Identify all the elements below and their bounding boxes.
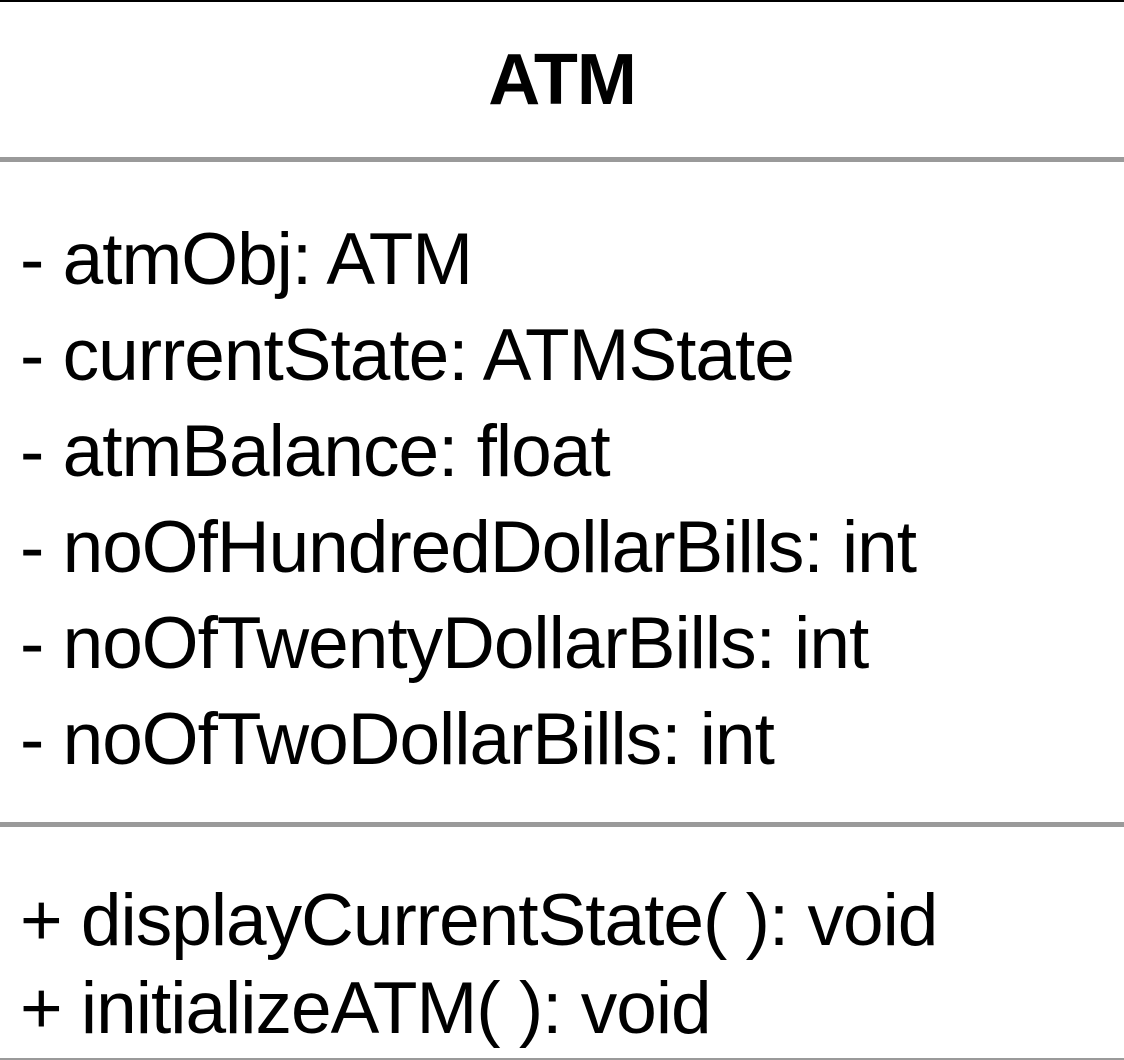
- attributes-divider: [0, 157, 1124, 162]
- operations-compartment: + displayCurrentState( ): void + initial…: [20, 877, 938, 1053]
- attribute-current-state: - currentState: ATMState: [20, 315, 795, 396]
- attributes-compartment: - atmObj: ATM - currentState: ATMState -…: [20, 212, 917, 788]
- attribute-no-of-twenty-dollar-bills: - noOfTwentyDollarBills: int: [20, 603, 869, 684]
- attribute-no-of-hundred-dollar-bills: - noOfHundredDollarBills: int: [20, 507, 917, 588]
- operation-display-current-state: + displayCurrentState( ): void: [20, 880, 938, 961]
- attribute-no-of-two-dollar-bills: - noOfTwoDollarBills: int: [20, 699, 775, 780]
- attribute-atm-obj: - atmObj: ATM: [20, 219, 473, 300]
- operation-initialize-atm: + initializeATM( ): void: [20, 968, 712, 1049]
- operations-divider: [0, 822, 1124, 827]
- class-name: ATM: [488, 39, 637, 120]
- attribute-atm-balance: - atmBalance: float: [20, 411, 611, 492]
